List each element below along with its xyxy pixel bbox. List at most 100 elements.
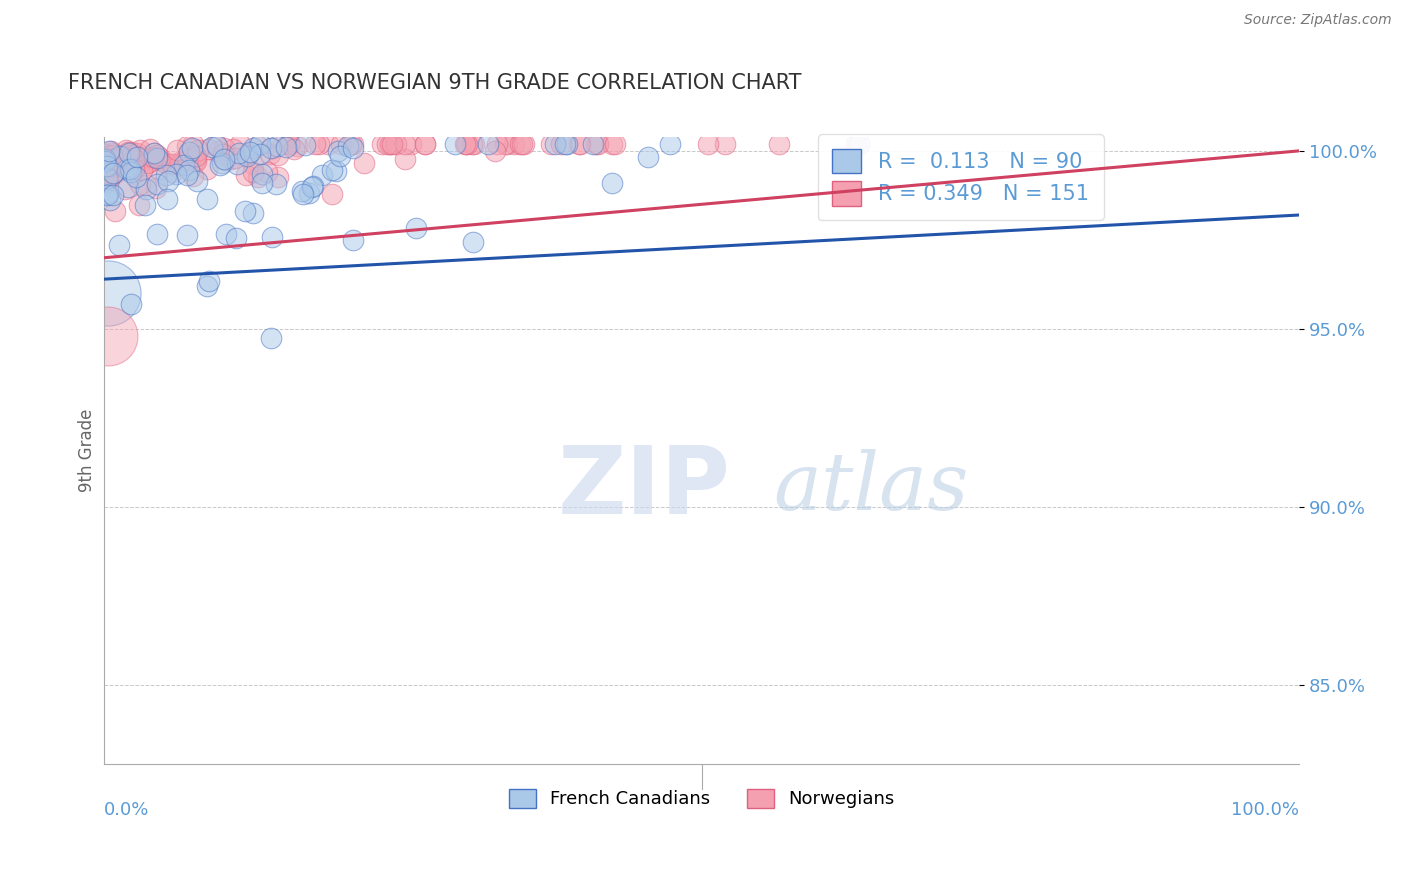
Point <box>148 153 170 168</box>
Point <box>259 146 281 161</box>
Point <box>637 150 659 164</box>
Point <box>120 165 142 179</box>
Point <box>308 136 330 151</box>
Point <box>845 136 868 151</box>
Point <box>219 153 242 167</box>
Point <box>291 187 314 202</box>
Point <box>264 177 287 191</box>
Legend: French Canadians, Norwegians: French Canadians, Norwegians <box>499 780 904 818</box>
Point <box>260 141 283 155</box>
Point <box>94 147 117 161</box>
Point <box>316 136 339 151</box>
Point <box>321 162 343 177</box>
Point <box>122 153 145 167</box>
Point <box>443 136 465 151</box>
Point <box>177 162 200 177</box>
Point <box>463 136 485 151</box>
Point <box>235 168 257 182</box>
Point <box>568 136 591 151</box>
Point <box>252 167 274 181</box>
Point <box>197 274 219 288</box>
Point <box>225 231 247 245</box>
Point <box>456 136 478 151</box>
Point <box>100 159 122 173</box>
Point <box>336 139 359 153</box>
Point <box>503 136 526 151</box>
Point <box>381 136 404 151</box>
Point <box>321 187 343 202</box>
Point <box>353 156 375 170</box>
Point <box>145 181 167 195</box>
Point <box>228 136 250 151</box>
Point <box>181 169 204 183</box>
Point <box>107 157 129 171</box>
Point <box>120 145 142 159</box>
Point <box>142 145 165 160</box>
Point <box>339 136 361 151</box>
Point <box>134 198 156 212</box>
Point <box>252 176 274 190</box>
Point <box>714 136 737 151</box>
Point <box>238 145 260 159</box>
Point <box>176 138 198 153</box>
Point <box>205 139 228 153</box>
Point <box>186 174 208 188</box>
Point <box>98 145 121 159</box>
Point <box>195 278 218 293</box>
Point <box>477 137 499 152</box>
Point <box>266 139 288 153</box>
Point <box>212 152 235 166</box>
Point <box>114 182 136 196</box>
Point <box>93 154 115 169</box>
Point <box>93 158 115 172</box>
Point <box>494 136 516 151</box>
Point <box>186 149 208 163</box>
Point <box>224 151 246 165</box>
Point <box>94 153 117 167</box>
Point <box>304 136 326 151</box>
Point <box>768 136 790 151</box>
Point <box>165 159 187 173</box>
Point <box>176 147 198 161</box>
Text: Source: ZipAtlas.com: Source: ZipAtlas.com <box>1244 13 1392 28</box>
Point <box>124 162 146 177</box>
Y-axis label: 9th Grade: 9th Grade <box>77 409 96 491</box>
Point <box>146 227 169 241</box>
Point <box>184 153 207 167</box>
Point <box>105 156 128 170</box>
Point <box>302 179 325 194</box>
Point <box>249 136 271 151</box>
Point <box>96 286 118 301</box>
Point <box>329 148 352 162</box>
Point <box>96 187 118 202</box>
Point <box>111 149 134 163</box>
Point <box>283 142 305 156</box>
Point <box>509 136 531 151</box>
Point <box>118 145 141 160</box>
Point <box>385 136 408 151</box>
Point <box>104 160 127 174</box>
Point <box>101 148 124 162</box>
Point <box>461 136 484 151</box>
Point <box>394 152 416 166</box>
Point <box>586 136 609 151</box>
Point <box>181 141 204 155</box>
Point <box>848 136 870 151</box>
Point <box>96 187 118 202</box>
Text: 100.0%: 100.0% <box>1232 801 1299 820</box>
Point <box>262 229 284 244</box>
Point <box>291 184 314 198</box>
Point <box>329 136 352 151</box>
Point <box>238 146 260 161</box>
Point <box>120 148 142 162</box>
Point <box>94 159 117 173</box>
Point <box>214 141 236 155</box>
Point <box>149 151 172 165</box>
Point <box>117 180 139 194</box>
Point <box>342 233 364 247</box>
Point <box>183 137 205 152</box>
Point <box>235 204 257 219</box>
Point <box>405 221 427 235</box>
Point <box>267 147 290 161</box>
Point <box>204 136 226 151</box>
